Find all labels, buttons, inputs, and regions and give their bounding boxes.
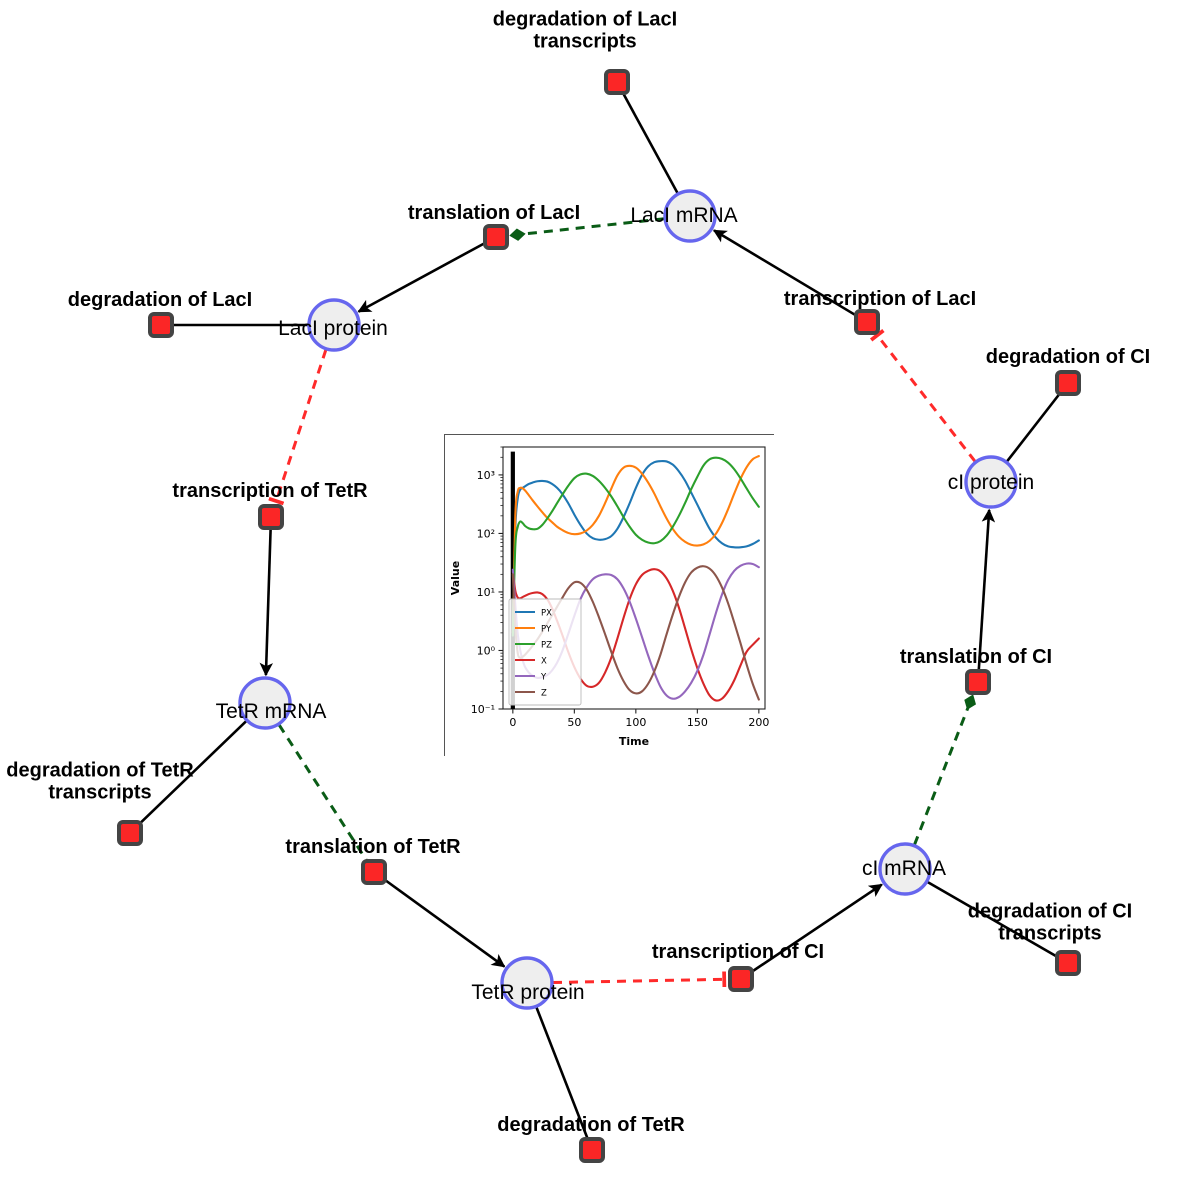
series-line-PY	[511, 455, 760, 634]
species-node-tetr_prot[interactable]	[500, 956, 554, 1010]
edge-transcr_ci-to-ci_mrna	[751, 883, 883, 973]
reaction-node-deg_tetr_transcripts[interactable]	[117, 820, 143, 846]
reaction-node-deg_ci[interactable]	[1055, 370, 1081, 396]
reaction-node-transl_tetr[interactable]	[361, 859, 387, 885]
edge-ci_prot-to-transcr_laci	[869, 329, 977, 463]
x-axis-title: Time	[619, 735, 649, 748]
species-node-ci_mrna[interactable]	[878, 842, 932, 896]
reaction-node-deg_laci_transcripts[interactable]	[604, 69, 630, 95]
y-tick-label: 10³	[477, 469, 495, 482]
edge-deg_ci-to-ci_prot	[1005, 392, 1062, 463]
edge-transcr_laci-to-laci_mrna	[712, 229, 857, 317]
edge-deg_laci_transcripts-to-laci_mrna	[622, 92, 679, 194]
series-line-PX	[511, 459, 760, 634]
species-node-laci_prot[interactable]	[307, 298, 361, 352]
legend-label-PZ: PZ	[541, 640, 552, 650]
reaction-label-transcr_laci: transcription of LacI	[783, 287, 977, 310]
plot-legend: PX PY PZ XYZ	[508, 598, 582, 706]
reaction-node-transcr_tetr[interactable]	[258, 504, 284, 530]
species-node-ci_prot[interactable]	[964, 455, 1018, 509]
edge-transl_ci-to-ci_prot	[977, 508, 996, 670]
reaction-label-deg_tetr: degradation of TetR	[497, 1113, 685, 1136]
reaction-node-deg_ci_transcripts[interactable]	[1055, 950, 1081, 976]
legend-label-PY: PY	[541, 624, 552, 634]
timecourse-plot: 0 50 100 150 200 10⁻¹ 10⁰ 10¹ 10² 10³ PX PY PZ XYZ T…	[445, 435, 775, 757]
x-tick-label: 50	[567, 716, 581, 729]
edge-tetr_mrna-to-deg_tetr_transcripts	[138, 720, 248, 825]
reaction-label-deg_ci: degradation of CI	[985, 345, 1151, 368]
reaction-node-deg_tetr[interactable]	[579, 1137, 605, 1163]
edge-ci_mrna-to-deg_ci_transcripts	[926, 880, 1058, 958]
reaction-label-deg_laci: degradation of LacI	[67, 288, 253, 311]
series-line-X	[511, 568, 760, 702]
legend-label-Y: Y	[540, 672, 547, 682]
reaction-label-transcr_ci: transcription of CI	[651, 940, 825, 963]
edge-tetr_prot-to-deg_tetr	[535, 1006, 589, 1139]
node-layer	[117, 69, 1081, 1163]
reaction-node-transl_laci[interactable]	[483, 224, 509, 250]
edge-laci_mrna-to-transl_laci	[509, 217, 665, 241]
plot-axis-labels: Time Value	[449, 561, 649, 748]
legend-label-Z: Z	[541, 688, 547, 698]
edge-transl_tetr-to-tetr_prot	[383, 878, 506, 968]
reaction-label-deg_ci_transcripts: degradation of CI transcripts	[967, 900, 1133, 945]
reaction-label-transl_laci: translation of LacI	[407, 201, 581, 224]
reaction-label-transl_tetr: translation of TetR	[285, 835, 461, 858]
x-tick-label: 100	[625, 716, 646, 729]
edge-transcr_tetr-to-tetr_mrna	[259, 529, 274, 677]
edge-ci_mrna-to-transl_ci	[913, 694, 976, 846]
reaction-node-transcr_laci[interactable]	[854, 309, 880, 335]
x-tick-label: 200	[748, 716, 769, 729]
y-tick-label: 10⁻¹	[471, 703, 495, 716]
plot-axes: 0 50 100 150 200 10⁻¹ 10⁰ 10¹ 10² 10³	[471, 446, 769, 729]
timecourse-plot-inset: 0 50 100 150 200 10⁻¹ 10⁰ 10¹ 10² 10³ PX PY PZ X Y Z T…	[444, 434, 775, 757]
edge-layer	[138, 92, 1062, 1139]
edge-transl_laci-to-laci_prot	[357, 242, 486, 313]
y-tick-label: 10²	[477, 527, 495, 540]
y-tick-label: 10¹	[477, 586, 495, 599]
y-tick-label: 10⁰	[477, 644, 496, 657]
reaction-node-transcr_ci[interactable]	[728, 966, 754, 992]
series-line-PZ	[511, 456, 760, 637]
x-tick-label: 150	[687, 716, 708, 729]
edge-tetr_mrna-to-transl_tetr	[277, 724, 369, 862]
y-axis-title: Value	[449, 561, 462, 595]
reaction-label-deg_laci_transcripts: degradation of LacI transcripts	[492, 8, 678, 53]
species-node-tetr_mrna[interactable]	[238, 676, 292, 730]
reaction-label-transl_ci: translation of CI	[899, 645, 1053, 668]
reaction-label-transcr_tetr: transcription of TetR	[172, 479, 368, 502]
plot-frame	[502, 446, 766, 710]
legend-label-X: X	[541, 656, 547, 666]
edge-tetr_prot-to-transcr_ci	[552, 971, 727, 988]
x-tick-label: 0	[509, 716, 516, 729]
reaction-node-deg_laci[interactable]	[148, 312, 174, 338]
plot-legend-box	[508, 598, 582, 706]
reaction-node-transl_ci[interactable]	[965, 669, 991, 695]
reaction-label-deg_tetr_transcripts: degradation of TetR transcripts	[6, 759, 194, 804]
species-node-laci_mrna[interactable]	[663, 189, 717, 243]
legend-label-PX: PX	[541, 608, 552, 618]
edge-laci_prot-to-transcr_tetr	[268, 349, 328, 506]
